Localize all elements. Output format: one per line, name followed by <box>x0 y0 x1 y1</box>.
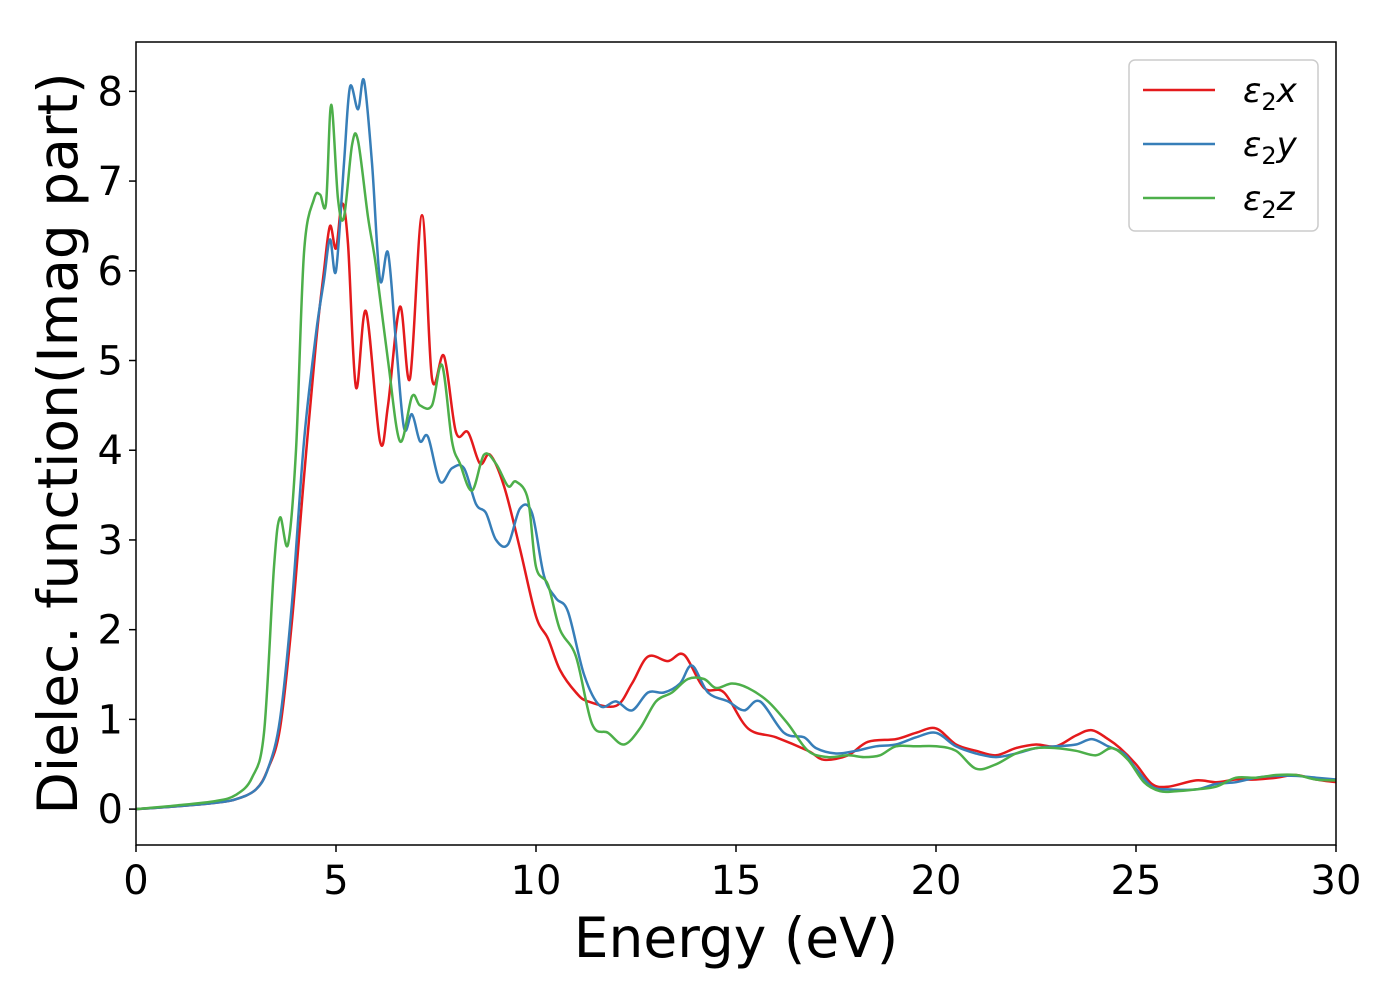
x-tick-label: 25 <box>1111 858 1162 904</box>
y-tick-label: 8 <box>98 69 123 115</box>
series-line-x <box>135 202 1337 811</box>
y-tick-label: 6 <box>98 249 123 295</box>
x-tick-label: 10 <box>511 858 562 904</box>
y-axis-title: Dielec. function(Imag part) <box>26 72 90 814</box>
y-tick-label: 5 <box>98 339 123 385</box>
y-tick-label: 1 <box>98 697 123 743</box>
x-tick-label: 20 <box>911 858 962 904</box>
series-line-y <box>135 77 1337 811</box>
legend-label-x: ε2x <box>1243 71 1298 116</box>
series-layer <box>135 77 1337 811</box>
y-tick-label: 7 <box>98 159 123 205</box>
legend: ε2x ε2y ε2z <box>1128 59 1319 232</box>
y-axis: 0 1 2 3 4 5 6 7 8 <box>98 69 136 833</box>
x-axis-title: Energy (eV) <box>574 906 898 970</box>
legend-box <box>1128 59 1319 232</box>
x-tick-label: 5 <box>323 858 348 904</box>
x-tick-label: 30 <box>1311 858 1362 904</box>
x-axis: 0 5 10 15 20 25 30 <box>123 845 1361 904</box>
y-tick-label: 2 <box>98 608 123 654</box>
y-tick-label: 0 <box>98 787 123 833</box>
y-tick-label: 3 <box>98 518 123 564</box>
y-tick-label: 4 <box>98 428 123 474</box>
legend-label-z: ε2z <box>1243 179 1296 224</box>
series-line-z <box>135 103 1337 811</box>
legend-label-y: ε2y <box>1243 125 1298 170</box>
x-tick-label: 15 <box>711 858 762 904</box>
x-tick-label: 0 <box>123 858 148 904</box>
